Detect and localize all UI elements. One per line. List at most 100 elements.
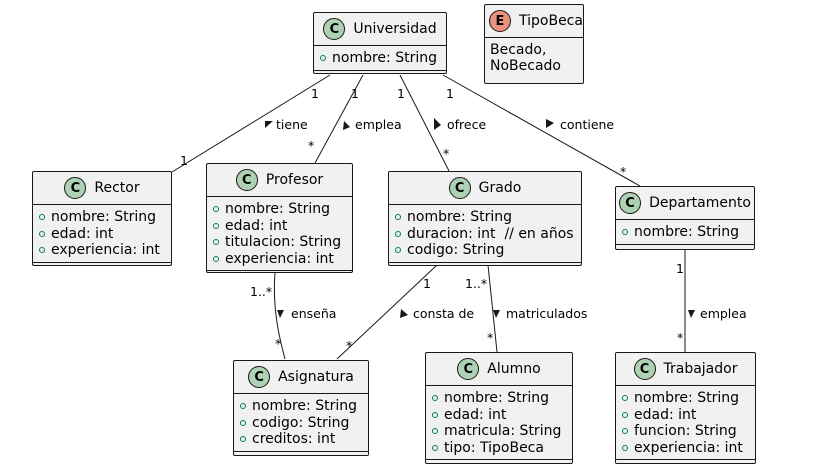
attribute-list: nombre: String edad: int matricula: Stri…	[426, 385, 572, 459]
operations-compartment	[207, 270, 352, 278]
relation-label-tiene: tiene	[276, 117, 308, 132]
class-header: C Universidad	[314, 13, 446, 45]
class-header: C Rector	[33, 172, 171, 204]
attribute: codigo: String	[240, 415, 362, 432]
attribute-list: nombre: String	[616, 219, 754, 244]
attribute: tipo: TipoBeca	[432, 440, 566, 457]
public-visibility-icon	[622, 428, 628, 435]
attribute: titulacion: String	[213, 234, 346, 251]
attribute: nombre: String	[395, 209, 575, 226]
class-stereotype-icon: C	[448, 177, 471, 199]
public-visibility-icon	[39, 230, 45, 237]
multiplicity: *	[346, 338, 353, 353]
edge-grado-alumno	[487, 264, 498, 353]
class-departamento: C Departamento nombre: String	[615, 186, 755, 250]
operations-compartment	[314, 69, 446, 78]
multiplicity: *	[443, 146, 450, 161]
operations-compartment	[616, 459, 755, 467]
attribute: duracion: int // en años	[395, 226, 575, 243]
enum-stereotype-icon: E	[489, 10, 511, 32]
direction-arrow-tiene	[265, 121, 273, 128]
class-alumno: C Alumno nombre: String edad: int matric…	[425, 352, 573, 464]
public-visibility-icon	[622, 395, 628, 402]
attribute: edad: int	[39, 226, 165, 243]
direction-arrow-consta-de	[400, 309, 408, 318]
multiplicity: 1	[676, 261, 684, 276]
enum-value: Becado,	[490, 42, 547, 58]
class-stereotype-icon: C	[248, 366, 271, 388]
public-visibility-icon	[240, 403, 246, 410]
attribute: edad: int	[432, 407, 566, 424]
public-visibility-icon	[395, 247, 401, 254]
direction-arrow-contiene	[546, 119, 554, 128]
class-trabajador: C Trabajador nombre: String edad: int fu…	[615, 352, 756, 464]
public-visibility-icon	[240, 419, 246, 426]
class-name: Universidad	[353, 21, 437, 37]
enum-values: Becado, NoBecado	[485, 37, 583, 78]
class-asignatura: C Asignatura nombre: String codigo: Stri…	[233, 360, 369, 456]
public-visibility-icon	[39, 247, 45, 254]
public-visibility-icon	[39, 214, 45, 221]
relation-label-matriculados: matriculados	[506, 306, 588, 321]
public-visibility-icon	[622, 444, 628, 451]
class-header: C Asignatura	[234, 361, 368, 393]
class-header: C Departamento	[616, 187, 754, 219]
attribute: experiencia: int	[213, 251, 346, 268]
class-stereotype-icon: C	[457, 358, 480, 380]
class-stereotype-icon: C	[64, 177, 87, 199]
attribute: creditos: int	[240, 431, 362, 448]
direction-arrow-matriculados	[493, 310, 500, 318]
public-visibility-icon	[213, 206, 219, 213]
relation-label-contiene: contiene	[560, 117, 615, 132]
public-visibility-icon	[432, 428, 438, 435]
attribute: nombre: String	[320, 50, 440, 67]
public-visibility-icon	[432, 395, 438, 402]
public-visibility-icon	[395, 214, 401, 221]
class-profesor: C Profesor nombre: String edad: int titu…	[206, 163, 353, 273]
class-header: C Trabajador	[616, 353, 755, 385]
public-visibility-icon	[320, 55, 326, 62]
attribute: experiencia: int	[39, 242, 165, 259]
class-name: Rector	[94, 180, 140, 196]
class-rector: C Rector nombre: String edad: int experi…	[32, 171, 172, 266]
attribute: edad: int	[213, 218, 346, 235]
multiplicity: 1	[351, 86, 359, 101]
class-name: Departamento	[649, 195, 751, 211]
public-visibility-icon	[395, 230, 401, 237]
class-header: C Grado	[389, 172, 581, 204]
attribute: nombre: String	[39, 209, 165, 226]
direction-arrow-ensena	[277, 310, 284, 318]
enum-name: TipoBeca	[519, 13, 583, 29]
edge-universidad-grado	[399, 74, 450, 172]
attribute: experiencia: int	[622, 440, 749, 457]
enum-header: E TipoBeca	[485, 5, 583, 37]
public-visibility-icon	[213, 239, 219, 246]
edge-grado-asignatura	[336, 264, 438, 360]
multiplicity: *	[275, 336, 282, 351]
multiplicity: 1	[311, 86, 319, 101]
attribute: nombre: String	[622, 224, 748, 241]
relation-label-ensena: enseña	[291, 306, 337, 321]
attribute-list: nombre: String edad: int funcion: String…	[616, 385, 755, 459]
class-universidad: C Universidad nombre: String	[313, 12, 447, 74]
attribute: funcion: String	[622, 423, 749, 440]
edge-universidad-rector	[171, 74, 331, 173]
class-name: Alumno	[487, 361, 541, 377]
direction-arrow-ofrece	[434, 118, 441, 130]
public-visibility-icon	[213, 255, 219, 262]
relation-label-emplea: emplea	[700, 306, 747, 321]
direction-arrow-emplea-profesor	[343, 121, 350, 130]
operations-compartment	[389, 261, 581, 270]
edge-profesor-asignatura	[273, 271, 286, 360]
class-stereotype-icon: C	[633, 358, 656, 380]
attribute: nombre: String	[622, 390, 749, 407]
multiplicity: *	[677, 330, 684, 345]
edge-universidad-departamento	[442, 74, 641, 187]
operations-compartment	[33, 261, 171, 270]
enum-tipobeca: E TipoBeca Becado, NoBecado	[484, 4, 584, 84]
public-visibility-icon	[240, 436, 246, 443]
class-header: C Alumno	[426, 353, 572, 385]
multiplicity: 1..*	[465, 276, 488, 291]
attribute: nombre: String	[213, 201, 346, 218]
multiplicity: 1..*	[250, 284, 273, 299]
